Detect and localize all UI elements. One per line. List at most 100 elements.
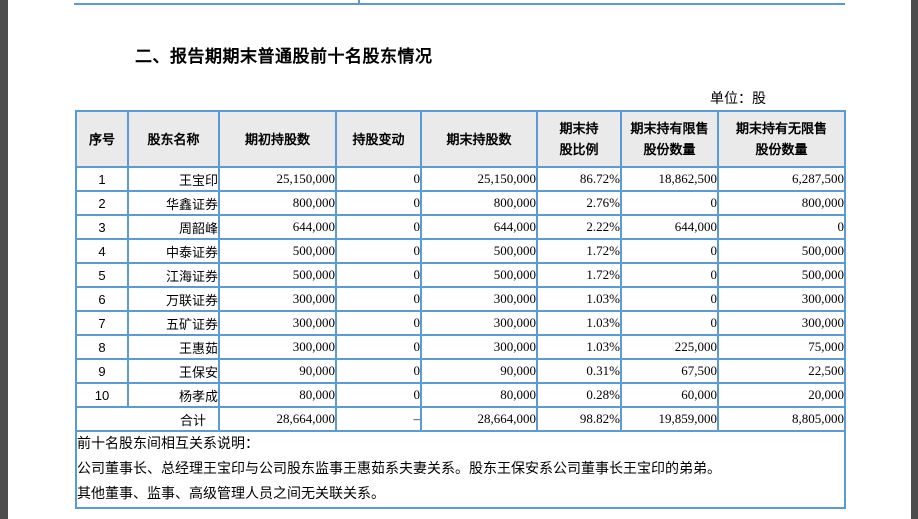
cell-unrestricted-shares: 300,000 — [717, 286, 846, 312]
cell-initial-shares: 500,000 — [218, 262, 337, 288]
section-title: 二、报告期期末普通股前十名股东情况 — [135, 47, 433, 66]
cell-unrestricted-shares: 300,000 — [717, 310, 846, 336]
cell-no: 1 — [75, 166, 129, 192]
cell-shareholder-name: 中泰证券 — [127, 238, 220, 264]
cell-no: 6 — [75, 286, 129, 312]
cell-restricted-shares: 0 — [620, 238, 719, 264]
header-shareholder-name: 股东名称 — [127, 110, 220, 168]
viewer-right-edge-bar — [911, 0, 918, 519]
cell-no: 4 — [75, 238, 129, 264]
cell-restricted-shares: 644,000 — [620, 214, 719, 240]
cell-initial-shares: 800,000 — [218, 190, 337, 216]
top-shareholders-table: 序号 股东名称 期初持股数 持股变动 期末持股数 期末持 股比例 期末持有限售 … — [75, 110, 846, 509]
cell-initial-shares: 644,000 — [218, 214, 337, 240]
table-row: 8 王惠茹 300,000 0 300,000 1.03% 225,000 75… — [75, 334, 846, 360]
cell-share-change: 0 — [335, 214, 422, 240]
cell-final-ratio: 2.76% — [536, 190, 622, 216]
cell-initial-shares: 300,000 — [218, 286, 337, 312]
cell-unrestricted-shares: 800,000 — [717, 190, 846, 216]
cell-shareholder-name: 万联证券 — [127, 286, 220, 312]
cell-final-shares: 80,000 — [420, 382, 538, 408]
cell-restricted-shares: 18,862,500 — [620, 166, 719, 192]
cell-shareholder-name: 江海证券 — [127, 262, 220, 288]
total-final-ratio: 98.82% — [536, 406, 622, 432]
cell-unrestricted-shares: 20,000 — [717, 382, 846, 408]
cell-unrestricted-shares: 6,287,500 — [717, 166, 846, 192]
cell-unrestricted-shares: 500,000 — [717, 238, 846, 264]
cell-final-ratio: 0.28% — [536, 382, 622, 408]
cell-initial-shares: 500,000 — [218, 238, 337, 264]
cell-unrestricted-shares: 0 — [717, 214, 846, 240]
table-row: 4 中泰证券 500,000 0 500,000 1.72% 0 500,000 — [75, 238, 846, 264]
cell-restricted-shares: 67,500 — [620, 358, 719, 384]
header-unrestricted-shares: 期末持有无限售 股份数量 — [717, 110, 846, 168]
cell-shareholder-name: 华鑫证券 — [127, 190, 220, 216]
table-row: 3 周韶峰 644,000 0 644,000 2.22% 644,000 0 — [75, 214, 846, 240]
cell-final-shares: 800,000 — [420, 190, 538, 216]
cell-unrestricted-shares: 22,500 — [717, 358, 846, 384]
table-total-row: 合计 28,664,000 – 28,664,000 98.82% 19,859… — [75, 406, 846, 432]
cell-share-change: 0 — [335, 190, 422, 216]
cell-final-ratio: 1.72% — [536, 238, 622, 264]
cell-final-ratio: 2.22% — [536, 214, 622, 240]
cell-restricted-shares: 0 — [620, 262, 719, 288]
cell-final-ratio: 0.31% — [536, 358, 622, 384]
cell-shareholder-name: 周韶峰 — [127, 214, 220, 240]
cell-initial-shares: 90,000 — [218, 358, 337, 384]
total-restricted-shares: 19,859,000 — [620, 406, 719, 432]
cell-final-shares: 500,000 — [420, 262, 538, 288]
unit-label: 单位：股 — [710, 92, 766, 107]
cell-no: 7 — [75, 310, 129, 336]
table-row: 2 华鑫证券 800,000 0 800,000 2.76% 0 800,000 — [75, 190, 846, 216]
cell-final-shares: 300,000 — [420, 286, 538, 312]
cell-final-shares: 25,150,000 — [420, 166, 538, 192]
table-header-row: 序号 股东名称 期初持股数 持股变动 期末持股数 期末持 股比例 期末持有限售 … — [75, 110, 846, 168]
cell-no: 5 — [75, 262, 129, 288]
cell-shareholder-name: 王宝印 — [127, 166, 220, 192]
table-notes-row: 前十名股东间相互关系说明： 公司董事长、总经理王宝印与公司股东监事王惠茹系夫妻关… — [75, 430, 846, 509]
cell-unrestricted-shares: 500,000 — [717, 262, 846, 288]
cell-shareholder-name: 王保安 — [127, 358, 220, 384]
cell-share-change: 0 — [335, 286, 422, 312]
notes-line-1: 前十名股东间相互关系说明： — [77, 437, 259, 452]
header-share-change: 持股变动 — [335, 110, 422, 168]
previous-table-column-divider — [358, 0, 360, 3]
header-restricted-shares: 期末持有限售 股份数量 — [620, 110, 719, 168]
total-label: 合计 — [75, 406, 220, 432]
viewer-left-edge-bar — [0, 0, 8, 519]
cell-unrestricted-shares: 75,000 — [717, 334, 846, 360]
header-initial-shares: 期初持股数 — [218, 110, 337, 168]
table-row: 1 王宝印 25,150,000 0 25,150,000 86.72% 18,… — [75, 166, 846, 192]
cell-no: 3 — [75, 214, 129, 240]
cell-restricted-shares: 0 — [620, 190, 719, 216]
notes-line-3: 其他董事、监事、高级管理人员之间无关联关系。 — [77, 487, 385, 502]
total-unrestricted-shares: 8,805,000 — [717, 406, 846, 432]
cell-restricted-shares: 0 — [620, 286, 719, 312]
cell-no: 10 — [75, 382, 129, 408]
cell-shareholder-name: 杨孝成 — [127, 382, 220, 408]
cell-initial-shares: 300,000 — [218, 310, 337, 336]
relationship-notes-cell: 前十名股东间相互关系说明： 公司董事长、总经理王宝印与公司股东监事王惠茹系夫妻关… — [75, 430, 846, 509]
table-row: 7 五矿证券 300,000 0 300,000 1.03% 0 300,000 — [75, 310, 846, 336]
cell-final-ratio: 1.03% — [536, 286, 622, 312]
cell-share-change: 0 — [335, 358, 422, 384]
cell-final-shares: 500,000 — [420, 238, 538, 264]
cell-final-ratio: 1.72% — [536, 262, 622, 288]
cell-no: 8 — [75, 334, 129, 360]
cell-initial-shares: 300,000 — [218, 334, 337, 360]
table-row: 10 杨孝成 80,000 0 80,000 0.28% 60,000 20,0… — [75, 382, 846, 408]
cell-final-shares: 300,000 — [420, 334, 538, 360]
cell-restricted-shares: 225,000 — [620, 334, 719, 360]
cell-no: 9 — [75, 358, 129, 384]
total-share-change: – — [335, 406, 422, 432]
table-row: 6 万联证券 300,000 0 300,000 1.03% 0 300,000 — [75, 286, 846, 312]
cell-final-ratio: 1.03% — [536, 334, 622, 360]
cell-share-change: 0 — [335, 262, 422, 288]
cell-shareholder-name: 五矿证券 — [127, 310, 220, 336]
total-final-shares: 28,664,000 — [420, 406, 538, 432]
cell-final-ratio: 86.72% — [536, 166, 622, 192]
cell-share-change: 0 — [335, 382, 422, 408]
cell-final-ratio: 1.03% — [536, 310, 622, 336]
cell-share-change: 0 — [335, 334, 422, 360]
cell-final-shares: 300,000 — [420, 310, 538, 336]
